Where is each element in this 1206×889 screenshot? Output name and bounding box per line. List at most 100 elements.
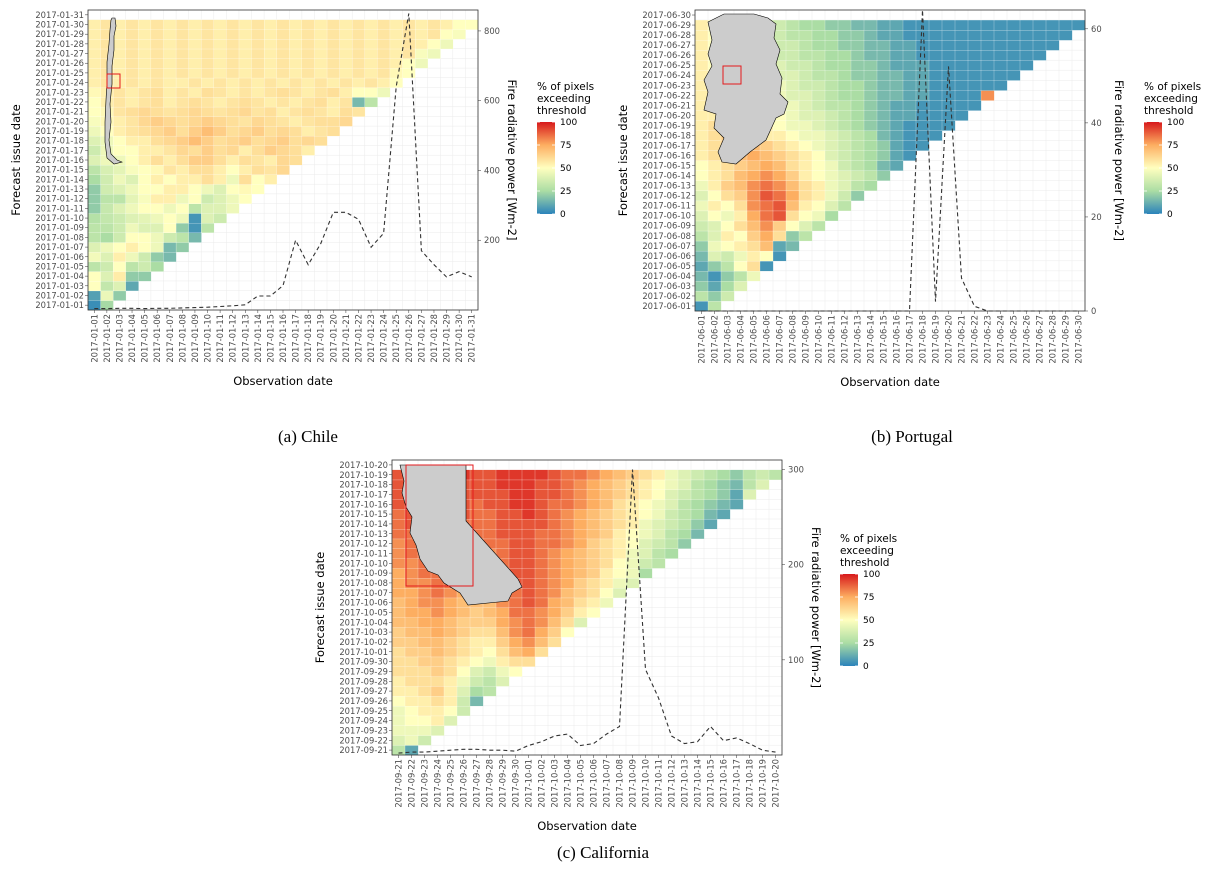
heat-cell [276, 29, 290, 40]
y-tick-label: 2017-01-10 [35, 213, 84, 223]
y-tick-label: 2017-01-22 [35, 97, 84, 107]
heat-cell [175, 87, 190, 98]
heat-cell [967, 80, 982, 91]
heat-cell [798, 190, 813, 202]
x-tick-label: 2017-06-19 [931, 315, 941, 364]
heat-cell [863, 90, 878, 101]
heat-cell [850, 180, 865, 192]
heat-cell [417, 676, 432, 687]
heat-cell [138, 222, 152, 234]
heat-cell [651, 528, 666, 540]
heat-cell [264, 135, 278, 146]
heat-cell [213, 155, 227, 166]
heat-cell [238, 135, 252, 146]
heat-cell [534, 509, 549, 520]
heat-cell [138, 87, 152, 98]
heat-cell [941, 90, 956, 101]
heat-cell [824, 130, 839, 141]
heat-cell [314, 48, 328, 59]
heat-cell [125, 251, 139, 263]
heat-cell [941, 39, 956, 51]
heat-cell [427, 29, 441, 40]
heat-cell [495, 469, 510, 481]
heat-cell [902, 90, 917, 101]
heat-cell [430, 646, 445, 658]
x-tick-label: 2017-01-08 [177, 314, 187, 363]
heat-cell [547, 479, 562, 490]
heat-cell [301, 48, 315, 59]
heat-cell [612, 587, 627, 599]
heat-cell [251, 106, 265, 117]
heat-cell [599, 469, 614, 481]
heat-cell [967, 29, 982, 41]
heat-cell [560, 499, 575, 510]
heat-cell [798, 160, 813, 171]
heat-cell [733, 250, 748, 262]
heat-cell [238, 193, 252, 204]
x-tick-label: 2017-10-15 [706, 759, 716, 808]
heat-cell [677, 538, 692, 549]
heat-cell [1045, 29, 1060, 41]
heat-cell [276, 145, 290, 156]
heat-cell [264, 87, 278, 98]
heat-cell [798, 100, 813, 111]
heat-cell [521, 528, 536, 540]
y-tick-label: 2017-01-19 [35, 126, 84, 136]
heat-cell [113, 106, 127, 117]
heat-cell [238, 67, 252, 79]
heat-cell [188, 193, 202, 204]
heat-cell [716, 509, 731, 520]
heat-cell [902, 120, 917, 131]
heat-cell [694, 210, 709, 222]
heat-cell [175, 242, 190, 253]
heat-cell [573, 558, 588, 569]
focus-box [405, 464, 474, 587]
heat-cell [837, 50, 852, 61]
heat-cell [264, 67, 278, 79]
heat-cell [573, 577, 588, 589]
heat-cell [495, 617, 510, 628]
heat-cell [150, 38, 164, 50]
frp-line [94, 13, 472, 310]
heat-cell [573, 509, 588, 520]
heat-cell [289, 135, 303, 146]
x-tick-label: 2017-06-29 [1061, 315, 1071, 364]
heat-cell [87, 106, 102, 117]
heat-cell [625, 499, 640, 510]
heat-cell [703, 509, 718, 520]
y-tick-label: 2017-06-20 [642, 110, 691, 120]
heat-cell [404, 695, 419, 707]
heat-cell [150, 67, 164, 79]
heat-cell [703, 479, 718, 490]
heat-cell [417, 607, 432, 618]
y-tick-label: 2017-10-06 [339, 598, 388, 608]
heat-cell [391, 636, 406, 648]
heat-cell [150, 145, 164, 156]
heat-cell [980, 39, 995, 51]
heat-cell [469, 636, 484, 648]
y-tick-label: 2017-01-16 [35, 155, 84, 165]
y2-tick-label: 0 [1091, 306, 1096, 316]
heat-cell [201, 87, 215, 98]
heat-cell [599, 499, 614, 510]
x-tick-label: 2017-06-02 [710, 315, 720, 364]
heat-cell [811, 110, 826, 121]
heat-cell [87, 290, 102, 301]
heat-cell [664, 538, 679, 549]
y-axis-title: Forecast issue date [313, 552, 327, 663]
heat-cell [87, 271, 102, 282]
heat-cell [625, 577, 640, 589]
heat-cell [188, 155, 202, 166]
heat-cell [495, 666, 510, 677]
heat-cell [469, 646, 484, 658]
heat-cell [850, 100, 865, 111]
heat-cell [560, 489, 575, 500]
heat-cell [138, 106, 152, 117]
heat-cell [364, 19, 378, 30]
heat-cell [534, 636, 549, 648]
heat-cell [1006, 39, 1021, 51]
x-tick-label: 2017-01-23 [366, 314, 376, 363]
heat-cell [798, 120, 813, 131]
x-tick-label: 2017-06-28 [1048, 315, 1058, 364]
heat-cell [785, 210, 800, 222]
